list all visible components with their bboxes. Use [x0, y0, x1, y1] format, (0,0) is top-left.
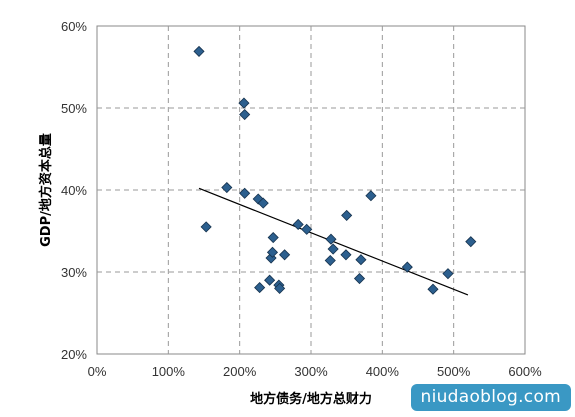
- y-tick-label: 20%: [61, 347, 87, 362]
- data-points: [193, 45, 477, 295]
- data-point: [267, 231, 279, 244]
- data-point: [353, 272, 366, 285]
- gridlines: [97, 26, 525, 354]
- data-point: [324, 254, 336, 267]
- data-point: [292, 218, 304, 231]
- data-point: [325, 233, 337, 245]
- data-point: [257, 197, 269, 209]
- y-tick-labels: 20% 30% 40% 50% 60%: [61, 19, 87, 362]
- x-tick-label: 400%: [366, 364, 400, 379]
- watermark-text: niudaoblog.com: [420, 387, 561, 407]
- x-tick-label: 500%: [437, 364, 471, 379]
- x-axis-title: 地方债务/地方总财力: [250, 391, 372, 407]
- data-point: [341, 209, 353, 221]
- data-point: [221, 181, 233, 194]
- data-point: [355, 254, 367, 266]
- data-point: [327, 243, 339, 255]
- y-tick-label: 60%: [61, 19, 87, 34]
- x-tick-label: 200%: [223, 364, 257, 379]
- x-tick-label: 0%: [88, 364, 107, 379]
- data-point: [239, 187, 251, 199]
- y-tick-label: 30%: [61, 265, 87, 280]
- x-tick-label: 100%: [152, 364, 186, 379]
- watermark-badge: niudaoblog.com: [410, 384, 571, 411]
- data-point: [401, 261, 413, 273]
- data-point: [193, 45, 205, 57]
- data-point: [274, 282, 286, 294]
- data-point: [427, 283, 439, 295]
- y-tick-label: 50%: [61, 101, 87, 116]
- data-point: [200, 221, 212, 233]
- data-point: [340, 249, 352, 261]
- y-axis-title: GDP/地方资本总量: [38, 133, 54, 247]
- data-point: [264, 274, 276, 286]
- data-point: [266, 246, 279, 258]
- y-tick-label: 40%: [61, 183, 87, 198]
- data-point: [301, 223, 313, 235]
- x-tick-label: 300%: [294, 364, 328, 379]
- data-point: [238, 97, 250, 109]
- data-point: [442, 268, 454, 280]
- data-point: [365, 190, 377, 202]
- data-point: [239, 108, 251, 121]
- data-point: [279, 249, 291, 261]
- x-tick-labels: 0% 100% 200% 300% 400% 500% 600%: [88, 364, 542, 379]
- data-point: [254, 282, 266, 294]
- data-point: [465, 236, 477, 248]
- x-tick-label: 600%: [508, 364, 542, 379]
